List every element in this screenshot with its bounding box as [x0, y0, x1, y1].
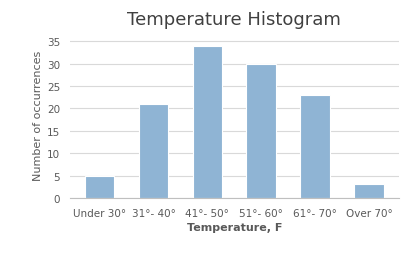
Y-axis label: Number of occurrences: Number of occurrences [33, 51, 43, 180]
Title: Temperature Histogram: Temperature Histogram [127, 11, 341, 29]
Bar [139, 104, 168, 198]
Bar [354, 185, 384, 198]
X-axis label: Temperature, F: Temperature, F [187, 222, 282, 232]
Bar [85, 176, 114, 198]
Bar [246, 64, 276, 198]
Bar [300, 96, 330, 198]
Bar [192, 46, 222, 198]
